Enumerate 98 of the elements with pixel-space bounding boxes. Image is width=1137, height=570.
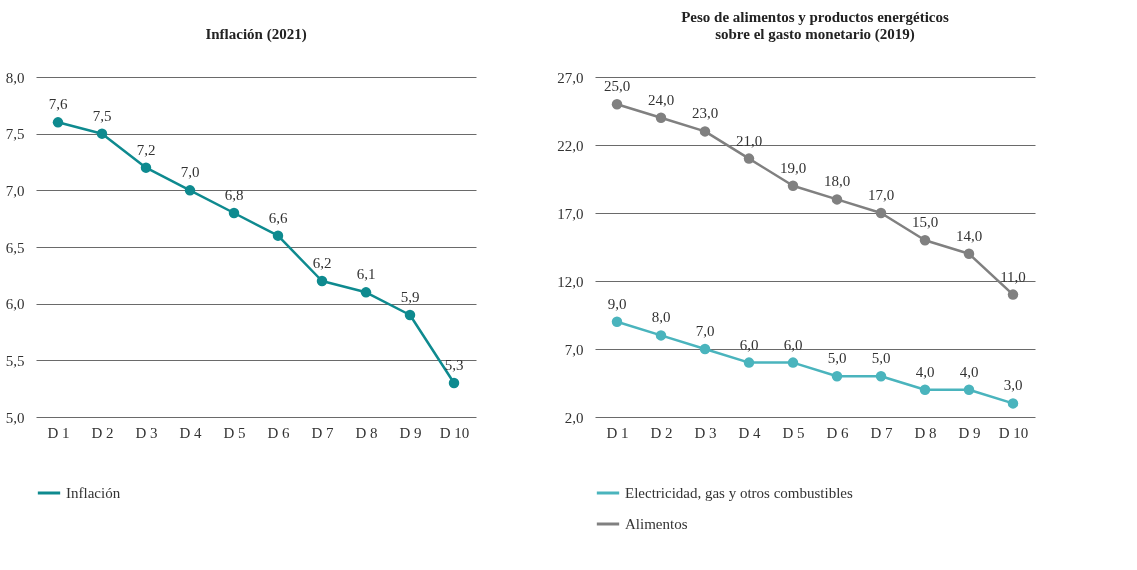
x-tick-label: D 1 bbox=[606, 424, 629, 441]
point bbox=[963, 248, 975, 260]
data-label: 3,0 bbox=[1003, 377, 1023, 394]
point bbox=[611, 316, 623, 328]
data-label: 23,0 bbox=[691, 105, 719, 122]
point bbox=[272, 230, 284, 241]
point bbox=[875, 207, 887, 219]
data-label: 7,0 bbox=[180, 164, 200, 181]
data-label: 6,1 bbox=[356, 266, 376, 283]
y-tick-label: 27,0 bbox=[557, 69, 584, 86]
point bbox=[228, 207, 240, 219]
y-tick-label: 22,0 bbox=[557, 137, 584, 154]
data-label: 17,0 bbox=[867, 187, 895, 203]
point bbox=[743, 153, 755, 164]
chart-title: Inflación (2021) bbox=[205, 26, 307, 43]
y-tick-label: 2,0 bbox=[564, 409, 584, 426]
point bbox=[655, 330, 667, 341]
x-tick-label: D 4 bbox=[179, 424, 203, 441]
point bbox=[919, 384, 931, 396]
point bbox=[316, 275, 328, 287]
data-label: 25,0 bbox=[603, 78, 631, 95]
legend-label: Inflación bbox=[66, 485, 121, 501]
y-tick-label: 17,0 bbox=[557, 205, 584, 222]
x-tick-label: D 8 bbox=[914, 424, 937, 441]
data-label: 24,0 bbox=[647, 91, 675, 108]
point bbox=[611, 98, 623, 110]
data-label: 21,0 bbox=[735, 132, 763, 149]
data-label: 5,0 bbox=[871, 350, 891, 367]
point bbox=[1007, 398, 1019, 409]
x-tick-label: D 3 bbox=[694, 424, 717, 441]
data-label: 14,0 bbox=[955, 227, 983, 244]
x-tick-label: D 10 bbox=[439, 424, 470, 441]
point bbox=[448, 377, 460, 389]
chart-title: Peso de alimentos y productos energéticos sobre el gasto monetario (2019) bbox=[681, 9, 949, 43]
x-tick-label: D 4 bbox=[738, 424, 762, 441]
data-label: 15,0 bbox=[911, 214, 939, 231]
x-tick-label: D 2 bbox=[91, 424, 114, 441]
point bbox=[919, 234, 931, 246]
data-label: 7,2 bbox=[136, 141, 156, 158]
point bbox=[1007, 289, 1019, 300]
point bbox=[787, 357, 799, 368]
x-tick-label: D 5 bbox=[223, 424, 246, 441]
x-tick-label: D 1 bbox=[47, 424, 70, 441]
y-tick-label: 6,5 bbox=[5, 239, 25, 256]
point bbox=[743, 357, 755, 368]
point bbox=[184, 185, 196, 196]
y-tick-label: 12,0 bbox=[557, 273, 584, 290]
x-tick-label: D 3 bbox=[135, 424, 158, 441]
point bbox=[787, 180, 799, 192]
point bbox=[140, 162, 152, 173]
point bbox=[404, 309, 416, 321]
x-tick-label: D 7 bbox=[311, 424, 335, 441]
point bbox=[655, 112, 667, 124]
point bbox=[699, 343, 711, 355]
data-label: 19,0 bbox=[779, 159, 807, 176]
data-label: 5,0 bbox=[827, 350, 847, 367]
x-tick-label: D 6 bbox=[267, 424, 291, 441]
x-tick-label: D 10 bbox=[998, 424, 1029, 441]
data-label: 4,0 bbox=[959, 363, 979, 380]
data-label: 4,0 bbox=[915, 363, 935, 380]
legend-label: Electricidad, gas y otros combustibles bbox=[625, 485, 854, 501]
data-label: 7,5 bbox=[92, 107, 112, 124]
x-tick-label: D 5 bbox=[782, 424, 805, 441]
point bbox=[96, 128, 108, 139]
legend-label: Alimentos bbox=[625, 516, 688, 532]
data-label: 5,9 bbox=[400, 289, 420, 305]
data-label: 8,0 bbox=[651, 309, 671, 326]
data-label: 6,6 bbox=[268, 209, 288, 226]
x-tick-label: D 6 bbox=[826, 424, 850, 441]
y-tick-label: 5,5 bbox=[5, 352, 25, 369]
y-tick-label: 7,0 bbox=[564, 341, 584, 358]
x-tick-label: D 8 bbox=[355, 424, 378, 441]
data-label: 11,0 bbox=[1000, 268, 1026, 285]
y-tick-label: 5,0 bbox=[5, 409, 25, 426]
data-label: 18,0 bbox=[823, 173, 851, 190]
point bbox=[360, 287, 372, 298]
data-label: 7,0 bbox=[695, 323, 715, 339]
point bbox=[963, 384, 975, 396]
y-tick-label: 7,5 bbox=[5, 126, 25, 143]
data-label: 5,3 bbox=[444, 357, 464, 373]
point bbox=[52, 117, 64, 128]
data-label: 6,0 bbox=[783, 336, 803, 353]
data-label: 7,6 bbox=[48, 96, 68, 113]
data-label: 6,8 bbox=[224, 187, 244, 203]
y-tick-label: 6,0 bbox=[5, 296, 25, 313]
x-tick-label: D 2 bbox=[650, 424, 673, 441]
y-tick-label: 8,0 bbox=[5, 69, 25, 86]
point bbox=[699, 126, 711, 137]
point bbox=[875, 370, 887, 382]
data-label: 6,2 bbox=[312, 255, 332, 271]
point bbox=[831, 370, 843, 382]
x-tick-label: D 9 bbox=[399, 424, 422, 441]
data-label: 6,0 bbox=[739, 336, 759, 353]
y-tick-label: 7,0 bbox=[5, 182, 25, 199]
data-label: 9,0 bbox=[607, 295, 627, 312]
x-tick-label: D 7 bbox=[870, 424, 894, 441]
x-tick-label: D 9 bbox=[958, 424, 981, 441]
point bbox=[831, 194, 843, 205]
